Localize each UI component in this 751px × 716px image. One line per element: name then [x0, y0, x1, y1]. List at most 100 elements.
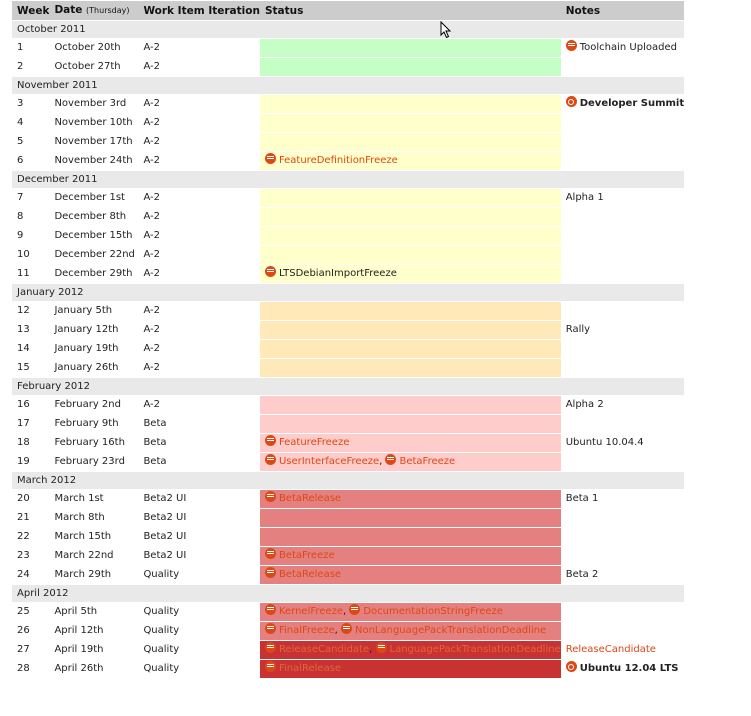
- table-row: 2 October 27th A-2: [12, 58, 684, 76]
- event-separator: ,: [334, 625, 341, 636]
- iteration-cell: Beta: [143, 437, 167, 448]
- week-cell: 25: [17, 606, 30, 617]
- header-date-sub: (Thursday): [86, 6, 130, 15]
- event-link[interactable]: BetaRelease: [278, 569, 342, 580]
- notes-cell: [561, 453, 684, 471]
- notes-cell: [561, 208, 684, 226]
- week-cell: 18: [17, 437, 30, 448]
- week-cell: 6: [17, 155, 24, 166]
- event-link[interactable]: BetaFreeze: [278, 550, 335, 561]
- notes-cell: [561, 152, 684, 170]
- table-row: 5 November 17th A-2: [12, 133, 684, 151]
- status-cell: [259, 302, 561, 320]
- table-row: 25 April 5th Quality KernelFreeze, Docum…: [12, 603, 684, 621]
- event-link[interactable]: LTSDebianImportFreeze: [278, 268, 397, 279]
- table-row: 15 January 26th A-2: [12, 359, 684, 377]
- mouse-cursor-icon: [440, 21, 452, 39]
- event-icon: [264, 153, 276, 164]
- event-link[interactable]: FinalRelease: [278, 663, 342, 674]
- iteration-cell: A-2: [143, 343, 161, 354]
- date-cell: February 16th: [54, 437, 125, 448]
- notes-cell: [561, 58, 684, 76]
- date-cell: February 23rd: [54, 456, 125, 467]
- header-iteration: Work Item Iteration: [138, 1, 260, 20]
- iteration-cell: Quality: [143, 625, 180, 636]
- status-cell: FinalFreeze, NonLanguagePackTranslationD…: [259, 622, 561, 640]
- event-link[interactable]: FeatureFreeze: [278, 437, 350, 448]
- table-row: 19 February 23rd Beta UserInterfaceFreez…: [12, 453, 684, 471]
- notes-cell: Developer Summit: [561, 95, 684, 113]
- event-link[interactable]: BetaFreeze: [399, 456, 456, 467]
- month-row: November 2011: [12, 77, 685, 94]
- event-link[interactable]: FinalFreeze: [278, 625, 335, 636]
- event-link[interactable]: ReleaseCandidate: [278, 644, 370, 655]
- iteration-cell: Quality: [143, 663, 180, 674]
- status-cell: [259, 133, 561, 151]
- date-cell: December 1st: [54, 192, 125, 203]
- date-cell: April 19th: [54, 644, 104, 655]
- week-cell: 27: [17, 644, 30, 655]
- notes-cell[interactable]: ReleaseCandidate: [565, 644, 656, 655]
- table-row: 21 March 8th Beta2 UI: [12, 509, 684, 527]
- table-row: 18 February 16th Beta FeatureFreeze Ubun…: [12, 434, 684, 452]
- date-cell: February 2nd: [54, 399, 121, 410]
- month-fill: [259, 378, 685, 395]
- release-schedule-table: Week Date (Thursday) Work Item Iteration…: [12, 0, 685, 679]
- event-link[interactable]: FeatureDefinitionFreeze: [278, 155, 398, 166]
- month-row: January 2012: [12, 284, 685, 301]
- table-row: 12 January 5th A-2: [12, 302, 684, 320]
- date-cell: January 19th: [54, 343, 119, 354]
- event-link[interactable]: DocumentationStringFreeze: [363, 606, 503, 617]
- event-icon: [264, 491, 276, 502]
- table-row: 4 November 10th A-2: [12, 114, 684, 132]
- event-link[interactable]: KernelFreeze: [278, 606, 343, 617]
- table-row: 8 December 8th A-2: [12, 208, 684, 226]
- table-row: 3 November 3rd A-2 Developer Summit: [12, 95, 684, 113]
- date-cell: April 5th: [54, 606, 98, 617]
- event-icon: [264, 435, 276, 446]
- event-separator: ,: [369, 644, 376, 655]
- ubuntu-logo-icon: [565, 96, 577, 107]
- iteration-cell: A-2: [143, 98, 161, 109]
- event-icon: [385, 454, 397, 465]
- event-link[interactable]: LanguagePackTranslationDeadline: [389, 644, 561, 655]
- week-cell: 1: [17, 42, 24, 53]
- date-cell: November 10th: [54, 117, 133, 128]
- event-link[interactable]: BetaRelease: [278, 493, 342, 504]
- notes-cell: Alpha 2: [565, 399, 604, 410]
- week-cell: 28: [17, 663, 30, 674]
- status-cell: [259, 189, 561, 207]
- date-cell: March 1st: [54, 493, 104, 504]
- iteration-cell: Beta2 UI: [143, 493, 187, 504]
- month-label: April 2012: [12, 585, 260, 602]
- event-icon: [264, 567, 276, 578]
- notes-cell: [561, 547, 684, 565]
- date-cell: December 15th: [54, 230, 133, 241]
- notes-cell: Toolchain Uploaded: [561, 39, 684, 57]
- event-icon: [349, 604, 361, 615]
- week-cell: 26: [17, 625, 30, 636]
- note-text[interactable]: Toolchain Uploaded: [579, 42, 677, 53]
- header-date: Date (Thursday): [49, 1, 139, 20]
- status-cell: [259, 321, 561, 339]
- status-cell: LTSDebianImportFreeze: [259, 265, 561, 283]
- event-link[interactable]: UserInterfaceFreeze: [278, 456, 380, 467]
- table-row: 27 April 19th Quality ReleaseCandidate, …: [12, 641, 684, 659]
- event-icon: [264, 548, 276, 559]
- iteration-cell: Beta2 UI: [143, 550, 187, 561]
- table-row: 23 March 22nd Beta2 UI BetaFreeze: [12, 547, 684, 565]
- month-row: February 2012: [12, 378, 685, 395]
- notes-cell: Ubuntu 12.04 LTS: [561, 660, 684, 678]
- table-row: 14 January 19th A-2: [12, 340, 684, 358]
- event-link[interactable]: NonLanguagePackTranslationDeadline: [354, 625, 547, 636]
- date-cell: March 29th: [54, 569, 112, 580]
- week-cell: 24: [17, 569, 30, 580]
- iteration-cell: Beta2 UI: [143, 512, 187, 523]
- month-label: February 2012: [12, 378, 260, 395]
- status-cell: [259, 95, 561, 113]
- iteration-cell: A-2: [143, 268, 161, 279]
- iteration-cell: A-2: [143, 362, 161, 373]
- status-cell: [259, 58, 561, 76]
- week-cell: 19: [17, 456, 30, 467]
- table-row: 10 December 22nd A-2: [12, 246, 684, 264]
